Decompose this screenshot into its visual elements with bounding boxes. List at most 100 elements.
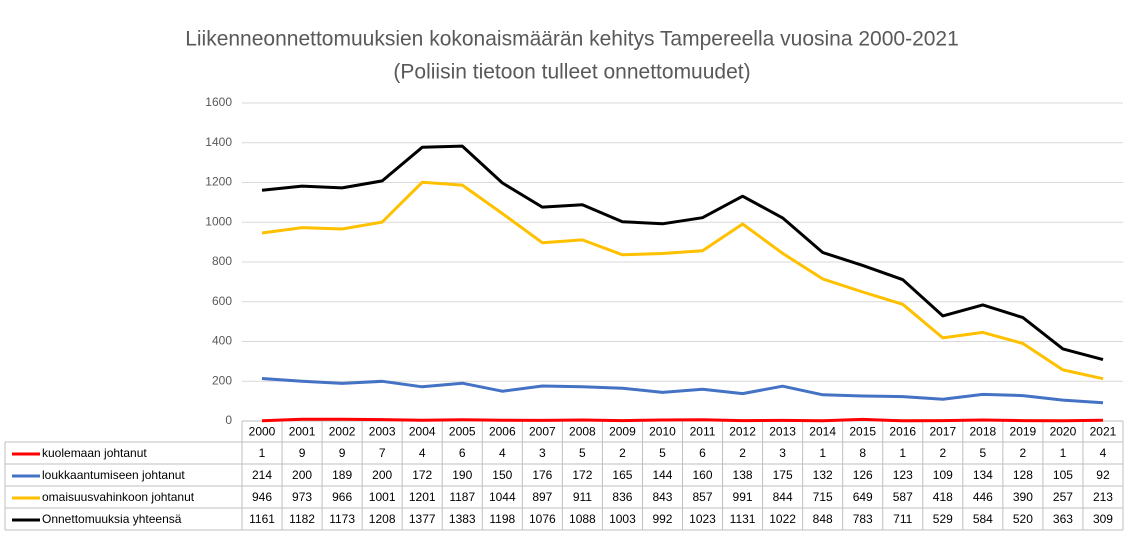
table-value: 2 (939, 446, 946, 460)
table-value: 5 (659, 446, 666, 460)
table-value: 138 (733, 468, 753, 482)
table-value: 172 (412, 468, 432, 482)
table-value: 587 (893, 490, 913, 504)
table-value: 1377 (409, 512, 436, 526)
table-value: 92 (1096, 468, 1110, 482)
x-tick-label: 2018 (969, 425, 996, 439)
table-value: 843 (652, 490, 672, 504)
table-value: 1182 (289, 512, 315, 526)
legend-label: kuolemaan johtanut (42, 446, 147, 460)
table-value: 520 (1013, 512, 1033, 526)
table-value: 309 (1093, 512, 1113, 526)
table-value: 160 (693, 468, 713, 482)
table-value: 418 (933, 490, 953, 504)
x-tick-label: 2019 (1010, 425, 1037, 439)
chart-title: Liikenneonnettomuuksien kokonaismäärän k… (185, 28, 959, 51)
table-value: 5 (579, 446, 586, 460)
table-value: 132 (813, 468, 833, 482)
y-tick-label: 600 (212, 294, 232, 308)
table-value: 123 (893, 468, 913, 482)
legend-label: Onnettomuuksia yhteensä (42, 512, 182, 526)
table-value: 1001 (369, 490, 396, 504)
table-value: 1 (259, 446, 266, 460)
table-value: 711 (893, 512, 912, 526)
table-value: 783 (853, 512, 873, 526)
table-value: 1201 (409, 490, 436, 504)
x-tick-label: 2004 (409, 425, 436, 439)
table-value: 1383 (449, 512, 476, 526)
x-tick-label: 2011 (690, 425, 716, 439)
table-value: 836 (612, 490, 632, 504)
table-value: 1076 (529, 512, 556, 526)
table-value: 1022 (769, 512, 796, 526)
y-tick-label: 1200 (205, 175, 232, 189)
x-tick-label: 2021 (1090, 425, 1117, 439)
table-value: 4 (499, 446, 506, 460)
table-value: 1044 (489, 490, 516, 504)
table-value: 3 (779, 446, 786, 460)
table-value: 992 (652, 512, 672, 526)
table-value: 126 (853, 468, 873, 482)
table-value: 190 (452, 468, 472, 482)
x-tick-label: 2020 (1050, 425, 1077, 439)
table-value: 3 (539, 446, 546, 460)
table-value: 1187 (449, 490, 475, 504)
table-value: 213 (1093, 490, 1113, 504)
legend-label: omaisuusvahinkoon johtanut (42, 490, 195, 504)
table-value: 911 (573, 490, 592, 504)
x-tick-label: 2001 (289, 425, 316, 439)
x-tick-label: 2010 (649, 425, 676, 439)
table-value: 6 (699, 446, 706, 460)
table-value: 848 (813, 512, 833, 526)
table-value: 1208 (369, 512, 396, 526)
table-value: 973 (292, 490, 312, 504)
table-value: 363 (1053, 512, 1073, 526)
y-tick-label: 800 (212, 254, 232, 268)
table-value: 150 (492, 468, 512, 482)
x-tick-label: 2017 (929, 425, 956, 439)
series-line (261, 377, 1104, 405)
x-tick-label: 2013 (769, 425, 796, 439)
x-tick-label: 2000 (249, 425, 276, 439)
table-value: 1198 (489, 512, 515, 526)
table-value: 8 (859, 446, 866, 460)
table-value: 4 (419, 446, 426, 460)
y-tick-label: 0 (225, 413, 232, 427)
table-value: 1023 (689, 512, 716, 526)
x-tick-label: 2014 (809, 425, 836, 439)
table-value: 897 (532, 490, 552, 504)
x-tick-label: 2002 (329, 425, 356, 439)
table-value: 134 (973, 468, 993, 482)
table-value: 5 (979, 446, 986, 460)
table-value: 6 (459, 446, 466, 460)
series-line (261, 144, 1104, 362)
table-value: 946 (252, 490, 272, 504)
y-tick-label: 400 (212, 334, 232, 348)
table-value: 715 (813, 490, 833, 504)
table-value: 966 (332, 490, 352, 504)
table-value: 200 (292, 468, 312, 482)
table-value: 529 (933, 512, 953, 526)
table-value: 2 (1020, 446, 1027, 460)
table-value: 200 (372, 468, 392, 482)
x-tick-label: 2006 (489, 425, 516, 439)
x-tick-label: 2005 (449, 425, 476, 439)
table-value: 1 (819, 446, 826, 460)
table-value: 9 (299, 446, 306, 460)
table-value: 1131 (730, 512, 756, 526)
table-value: 1173 (329, 512, 355, 526)
table-value: 649 (853, 490, 873, 504)
table-value: 1003 (609, 512, 636, 526)
table-value: 1161 (249, 512, 275, 526)
y-tick-label: 1400 (205, 135, 232, 149)
x-tick-label: 2012 (729, 425, 756, 439)
table-value: 172 (572, 468, 592, 482)
table-value: 991 (733, 490, 753, 504)
table-value: 1 (899, 446, 906, 460)
x-tick-label: 2007 (529, 425, 556, 439)
table-value: 109 (933, 468, 953, 482)
table-value: 189 (332, 468, 352, 482)
table-value: 844 (773, 490, 793, 504)
table-value: 4 (1100, 446, 1107, 460)
